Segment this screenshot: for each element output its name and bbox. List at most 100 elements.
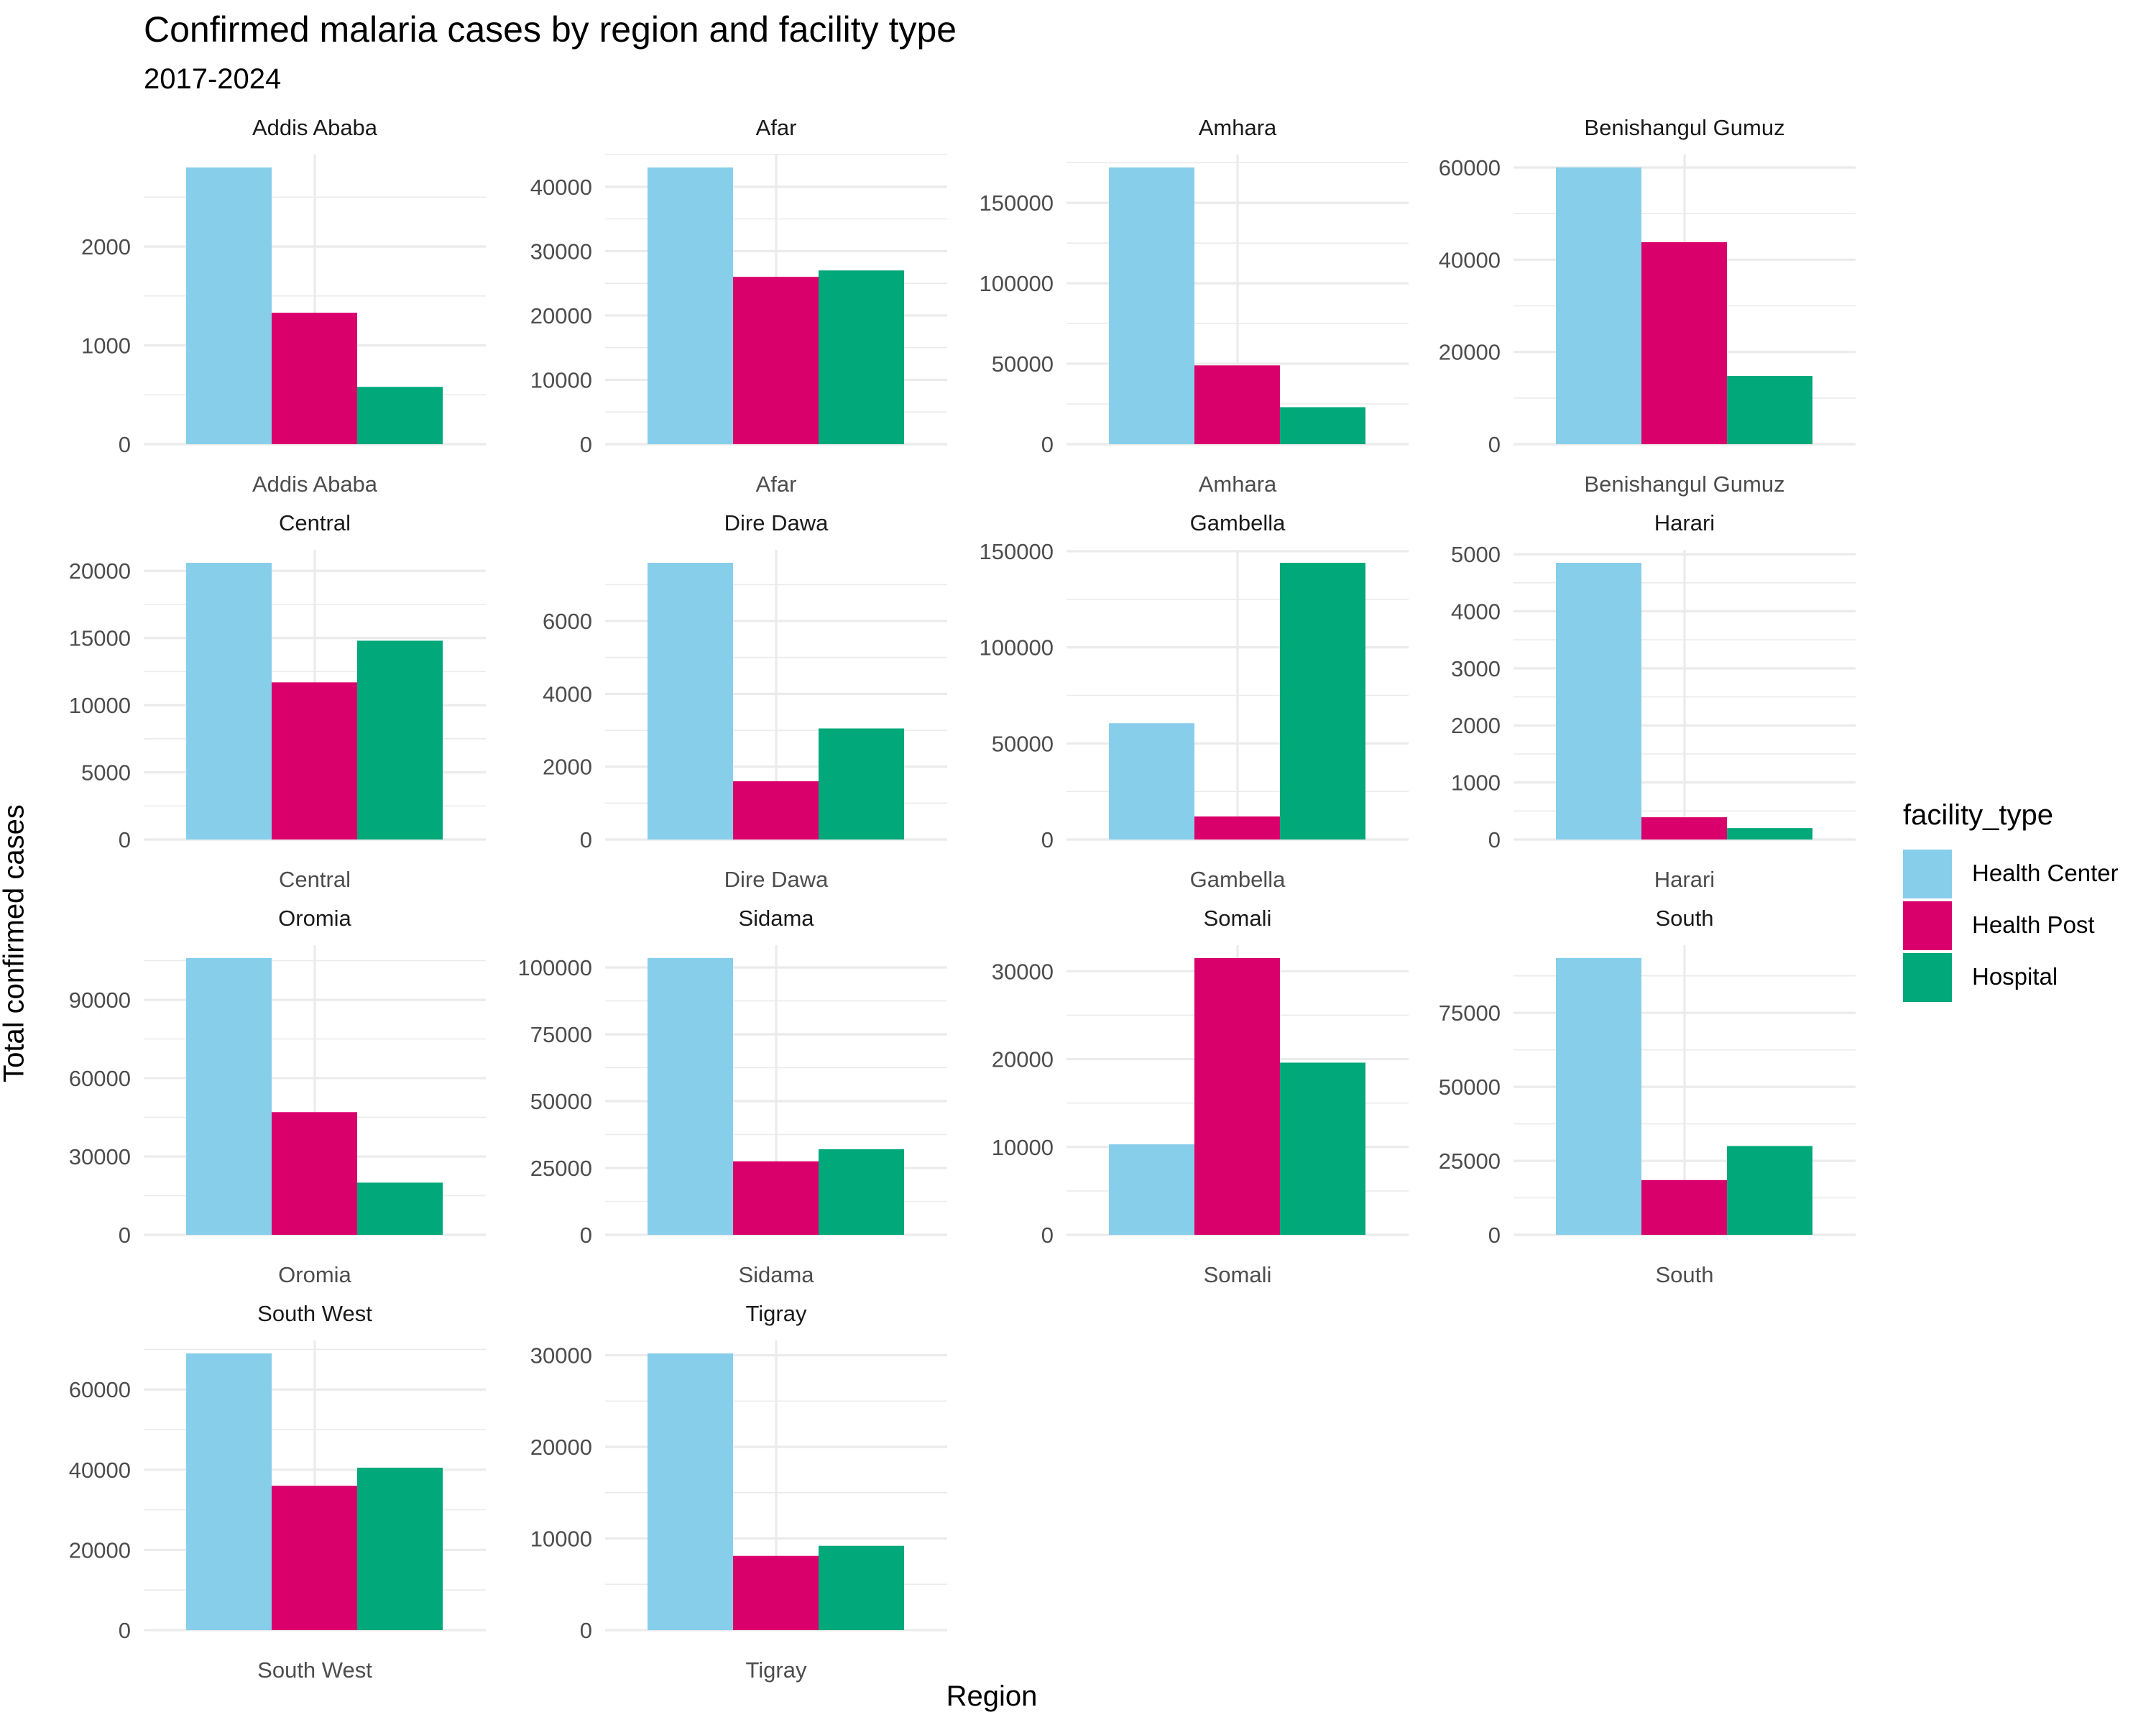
facet-sidama: 0 25000 50000 75000 100000 Sidama Sidama <box>518 906 947 1287</box>
chart-subtitle: 2017-2024 <box>144 63 282 95</box>
facet-south-west: 0 20000 40000 60000 South West South West <box>69 1301 486 1683</box>
bar-amhara-hospital <box>1280 407 1365 444</box>
bar-south-west-health-center <box>186 1353 272 1630</box>
legend-title: facility_type <box>1903 799 2053 831</box>
facet-title: South <box>1655 906 1713 931</box>
bar-dire-dawa-health-post <box>733 781 819 840</box>
y-tick-label: 100000 <box>980 635 1054 661</box>
y-tick-label: 0 <box>580 1618 592 1643</box>
facet-title: Addis Ababa <box>252 115 378 140</box>
bar-harari-health-post <box>1641 817 1727 840</box>
bar-somali-health-center <box>1109 1144 1194 1235</box>
y-tick-label: 75000 <box>530 1022 592 1047</box>
facet-title: Tigray <box>746 1301 807 1326</box>
y-tick-label: 40000 <box>530 175 592 200</box>
y-tick-label: 0 <box>1041 432 1054 457</box>
y-tick-label: 0 <box>1488 827 1501 852</box>
y-tick-label: 75000 <box>1439 1000 1501 1026</box>
x-tick-label: Amhara <box>1199 472 1277 497</box>
y-tick-label: 10000 <box>530 367 592 392</box>
facet-tigray: 0 10000 20000 30000 Tigray Tigray <box>530 1301 947 1683</box>
bar-afar-health-post <box>733 277 819 444</box>
facet-title: Central <box>279 510 351 535</box>
y-tick-label: 30000 <box>530 239 592 264</box>
y-tick-label: 20000 <box>530 303 592 328</box>
bar-addis-ababa-health-post <box>272 313 357 444</box>
bar-south-hospital <box>1727 1146 1812 1235</box>
bar-tigray-health-post <box>733 1555 819 1630</box>
facet-title: Oromia <box>278 906 351 931</box>
bar-benishangul-gumuz-hospital <box>1727 376 1812 444</box>
y-tick-label: 90000 <box>69 988 131 1013</box>
facet-title: Sidama <box>738 906 814 931</box>
chart-title: Confirmed malaria cases by region and fa… <box>144 9 957 50</box>
y-tick-label: 25000 <box>1439 1149 1501 1174</box>
bar-central-health-post <box>272 682 357 840</box>
bar-south-west-health-post <box>272 1486 357 1630</box>
y-tick-label: 5000 <box>81 760 131 786</box>
facet-afar: 0 10000 20000 30000 40000 Afar Afar <box>530 115 947 497</box>
bar-benishangul-gumuz-health-center <box>1556 167 1641 444</box>
y-tick-label: 30000 <box>530 1343 592 1368</box>
y-tick-label: 60000 <box>69 1377 131 1402</box>
facet-title: Afar <box>756 115 797 140</box>
legend-swatch-health-post <box>1903 901 1952 950</box>
y-tick-label: 20000 <box>1439 340 1501 365</box>
y-tick-label: 25000 <box>530 1156 592 1181</box>
y-tick-label: 4000 <box>543 681 592 707</box>
bar-tigray-health-center <box>648 1353 733 1630</box>
y-tick-label: 60000 <box>69 1066 131 1091</box>
x-tick-label: Somali <box>1204 1262 1272 1287</box>
facet-title: Dire Dawa <box>724 510 829 535</box>
y-tick-label: 0 <box>1041 1223 1054 1248</box>
bar-amhara-health-post <box>1194 365 1280 444</box>
y-tick-label: 100000 <box>980 271 1054 296</box>
facet-somali: 0 10000 20000 30000 Somali Somali <box>992 906 1409 1287</box>
y-tick-label: 0 <box>1488 432 1501 457</box>
y-tick-label: 30000 <box>992 959 1054 984</box>
y-tick-label: 10000 <box>992 1135 1054 1160</box>
y-tick-label: 1000 <box>81 334 131 359</box>
y-tick-label: 2000 <box>1451 713 1501 738</box>
bar-dire-dawa-hospital <box>819 728 904 840</box>
x-tick-label: Central <box>279 867 351 892</box>
bar-somali-hospital <box>1280 1062 1365 1235</box>
bar-sidama-health-post <box>733 1161 819 1235</box>
y-tick-label: 0 <box>580 1223 592 1248</box>
bar-afar-hospital <box>819 270 904 444</box>
y-tick-label: 0 <box>119 827 131 852</box>
y-tick-label: 50000 <box>992 351 1054 377</box>
bar-gambella-hospital <box>1280 563 1365 840</box>
y-tick-label: 10000 <box>69 693 131 718</box>
legend-label-hospital: Hospital <box>1972 963 2058 990</box>
facet-harari: 0 1000 2000 3000 4000 5000 Harari Harari <box>1451 510 1856 892</box>
x-tick-label: Oromia <box>278 1262 351 1287</box>
facet-south: 0 25000 50000 75000 South South <box>1439 906 1856 1287</box>
legend-swatch-health-center <box>1903 850 1952 898</box>
y-tick-label: 2000 <box>81 234 131 259</box>
y-tick-label: 20000 <box>69 558 131 584</box>
bar-dire-dawa-health-center <box>648 563 733 840</box>
legend-label-health-center: Health Center <box>1972 860 2119 886</box>
y-tick-label: 0 <box>119 1618 131 1643</box>
y-tick-label: 1000 <box>1451 770 1501 796</box>
bar-harari-health-center <box>1556 563 1641 840</box>
y-tick-label: 0 <box>1041 827 1054 852</box>
bar-south-west-hospital <box>357 1468 443 1630</box>
y-tick-label: 0 <box>580 432 592 457</box>
facet-title: Harari <box>1654 510 1715 535</box>
y-tick-label: 50000 <box>992 731 1054 756</box>
x-tick-label: South West <box>257 1657 372 1683</box>
facet-amhara: 0 50000 100000 150000 Amhara Amhara <box>980 115 1409 497</box>
facet-dire-dawa: 0 2000 4000 6000 Dire Dawa Dire Dawa <box>543 510 947 892</box>
bar-gambella-health-post <box>1194 816 1280 840</box>
legend-label-health-post: Health Post <box>1972 911 2095 938</box>
y-tick-label: 40000 <box>1439 247 1501 272</box>
y-tick-label: 50000 <box>1439 1075 1501 1100</box>
facet-central: 0 5000 10000 15000 20000 Central Central <box>69 510 486 892</box>
x-tick-label: Afar <box>756 472 797 497</box>
bar-addis-ababa-hospital <box>357 387 443 444</box>
y-tick-label: 4000 <box>1451 599 1501 624</box>
bar-addis-ababa-health-center <box>186 167 272 444</box>
